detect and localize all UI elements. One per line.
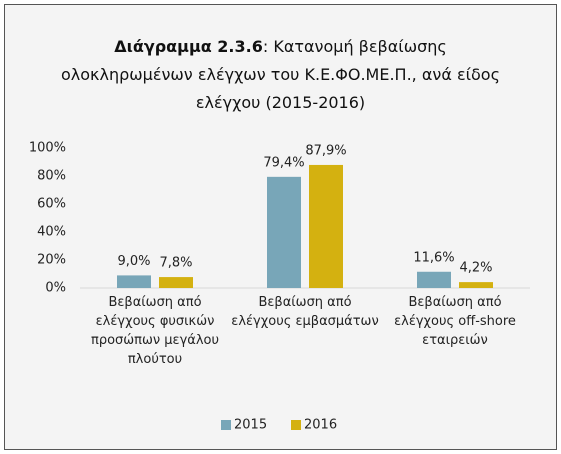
bar — [267, 176, 301, 288]
y-tick-label: 80% — [37, 169, 66, 184]
y-tick-label: 0% — [45, 281, 66, 296]
y-tick-label: 60% — [37, 197, 66, 212]
title-prefix: Διάγραμμα 2.3.6 — [114, 37, 263, 56]
title-box: Διάγραμμα 2.3.6: Κατανομή βεβαίωσης ολοκ… — [60, 33, 501, 117]
data-label: 4,2% — [459, 261, 492, 276]
y-tick-label: 40% — [37, 225, 66, 240]
bar — [117, 275, 151, 288]
chart-title: Διάγραμμα 2.3.6: Κατανομή βεβαίωσης ολοκ… — [60, 33, 501, 117]
y-tick-label: 100% — [29, 141, 66, 156]
legend-label: 2016 — [304, 418, 337, 433]
data-label: 9,0% — [117, 254, 150, 269]
x-tick-box: Βεβαίωση από ελέγχους εμβασμάτων — [231, 295, 379, 329]
x-tick-label: Βεβαίωση από ελέγχους off-shore εταιρειώ… — [394, 295, 516, 348]
y-tick-label: 20% — [37, 253, 66, 268]
bar — [159, 277, 193, 288]
data-label: 79,4% — [263, 155, 304, 170]
data-label: 11,6% — [413, 250, 454, 265]
title-text: : Κατανομή βεβαίωσης ολοκληρωμένων ελέγχ… — [61, 37, 500, 112]
bar — [459, 282, 493, 288]
bar — [309, 164, 343, 288]
legend-swatch — [291, 420, 301, 430]
x-tick-box: Βεβαίωση από ελέγχους φυσικών προσώπων μ… — [91, 295, 219, 367]
legend-swatch — [221, 420, 231, 430]
data-label: 7,8% — [159, 256, 192, 271]
x-tick-label: Βεβαίωση από ελέγχους εμβασμάτων — [231, 295, 379, 329]
legend-label: 2015 — [234, 418, 267, 433]
data-label: 87,9% — [305, 143, 346, 158]
bar — [417, 271, 451, 288]
x-tick-box: Βεβαίωση από ελέγχους off-shore εταιρειώ… — [394, 295, 516, 348]
x-tick-label: Βεβαίωση από ελέγχους φυσικών προσώπων μ… — [91, 295, 219, 367]
